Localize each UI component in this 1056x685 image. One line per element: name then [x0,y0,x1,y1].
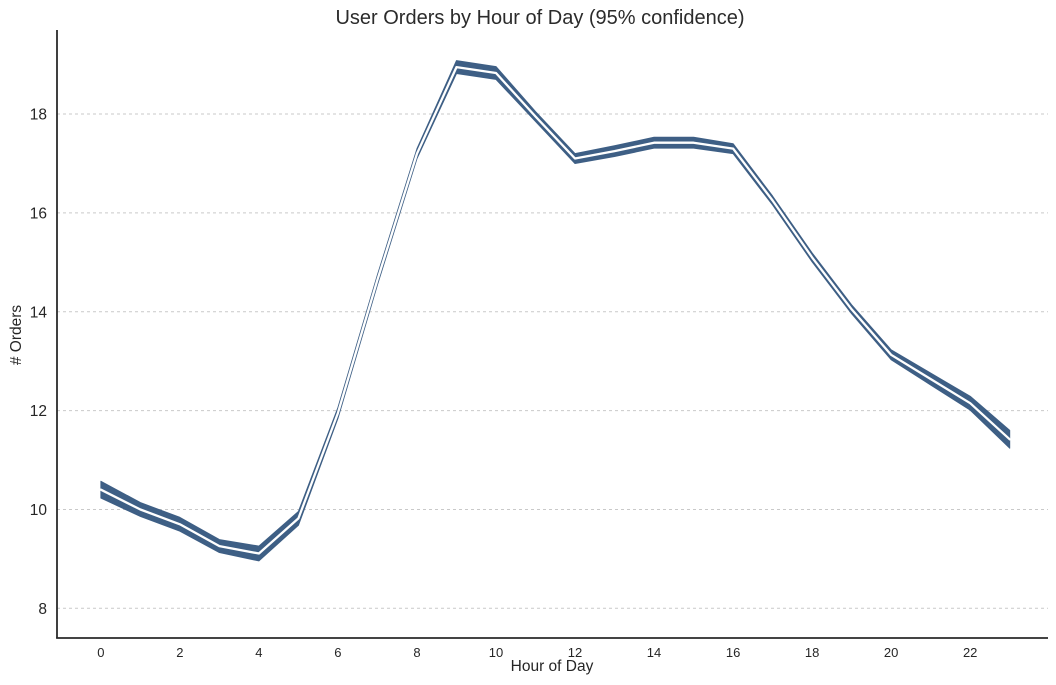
tick-labels: 8 10 12 14 16 18 0 2 4 6 8 10 12 14 16 18 20 22 [30,107,978,661]
axis-spines [56,30,1048,639]
chart-title: User Orders by Hour of Day (95% confiden… [335,7,744,29]
y-tick-label-14: 14 [30,304,48,321]
x-tick-label-20: 20 [884,645,898,660]
y-axis-label: # Orders [8,305,25,366]
x-tick-label-14: 14 [647,645,661,660]
x-tick-label-16: 16 [726,645,740,660]
x-tick-label-6: 6 [334,645,341,660]
x-axis-label: Hour of Day [511,658,594,675]
x-tick-label-0: 0 [97,645,104,660]
y-tick-label-10: 10 [30,502,48,519]
x-tick-label-12: 12 [568,645,582,660]
x-tick-label-8: 8 [413,645,420,660]
x-tick-label-4: 4 [255,645,262,660]
y-tick-label-12: 12 [30,403,47,420]
x-tick-label-10: 10 [489,645,503,660]
x-tick-label-22: 22 [963,645,977,660]
y-tick-label-8: 8 [38,601,47,618]
x-tick-label-2: 2 [176,645,183,660]
plot-series [99,60,1011,562]
y-tick-label-16: 16 [30,205,47,222]
confidence-band [100,60,1011,562]
mean-line [99,65,1011,555]
x-tick-label-18: 18 [805,645,819,660]
y-tick-label-18: 18 [30,107,47,124]
